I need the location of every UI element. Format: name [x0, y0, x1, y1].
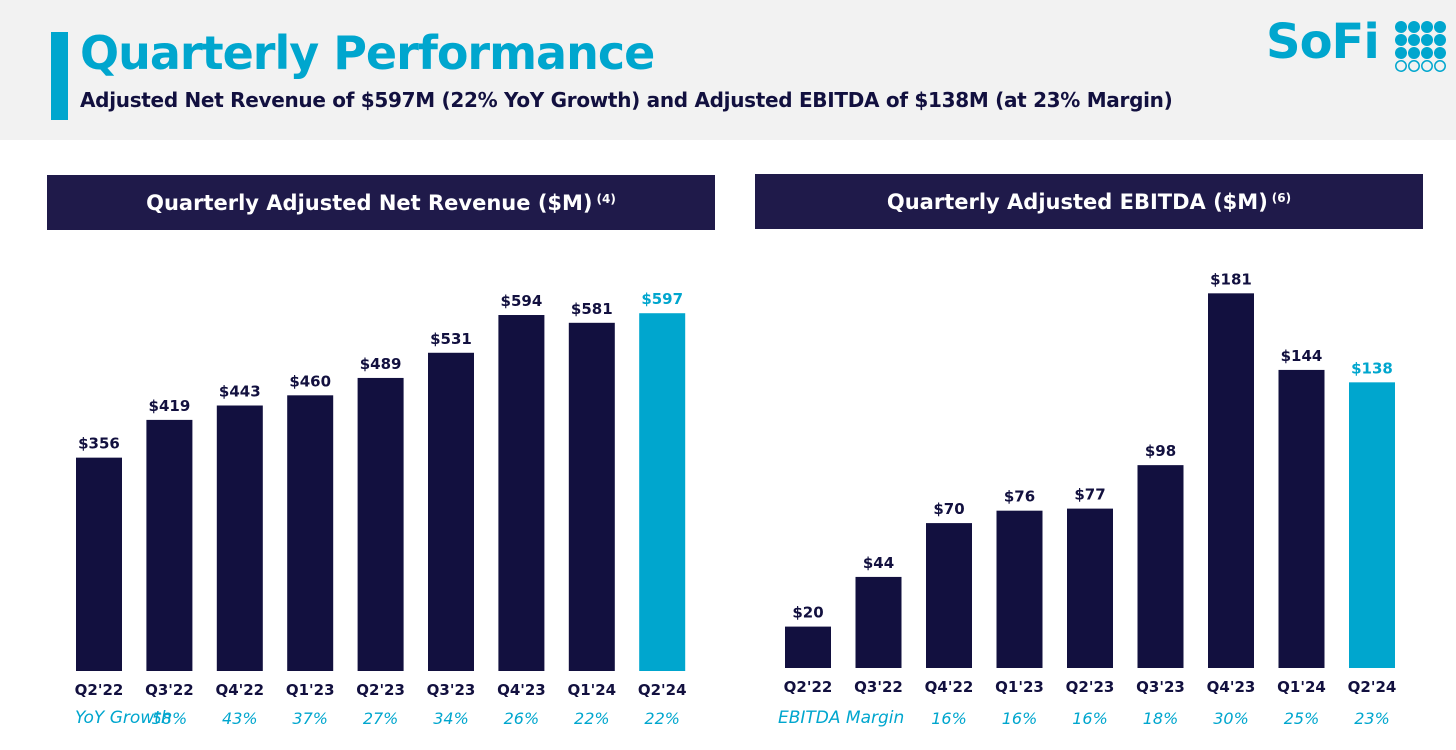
page-subtitle: Adjusted Net Revenue of $597M (22% YoY G…: [80, 88, 1173, 112]
revenue-metric-value: 26%: [504, 709, 540, 728]
revenue-metric-value: 58%: [152, 709, 188, 728]
revenue-bar: [357, 377, 404, 671]
revenue-category-label: Q3'23: [427, 681, 476, 699]
revenue-bar: [498, 315, 545, 671]
ebitda-bar: [996, 510, 1043, 668]
revenue-value-label: $419: [149, 397, 191, 415]
revenue-metric-value: 43%: [222, 709, 258, 728]
ebitda-chart-footnote: (6): [1271, 190, 1292, 205]
ebitda-metric-value: 18%: [1143, 709, 1179, 728]
yoy-growth-label: YoY Growth: [75, 708, 172, 728]
revenue-category-label: Q4'22: [215, 681, 264, 699]
revenue-category-label: Q4'23: [497, 681, 546, 699]
ebitda-bar: [1349, 382, 1395, 668]
ebitda-category-label: Q1'24: [1277, 678, 1326, 696]
revenue-bar: [76, 457, 122, 671]
ebitda-value-label: $70: [933, 500, 964, 518]
ebitda-metric-value: 16%: [1072, 709, 1108, 728]
ebitda-category-label: Q3'23: [1136, 678, 1185, 696]
ebitda-category-label: Q2'23: [1066, 678, 1115, 696]
revenue-category-label: Q3'22: [145, 681, 194, 699]
ebitda-metric-value: 16%: [1002, 709, 1038, 728]
revenue-category-label: Q1'23: [286, 681, 335, 699]
title-accent-bar: [51, 32, 68, 120]
revenue-category-label: Q2'23: [356, 681, 405, 699]
revenue-value-label: $443: [219, 383, 261, 401]
ebitda-value-label: $98: [1145, 442, 1176, 460]
ebitda-metric-value: 23%: [1354, 709, 1390, 728]
revenue-category-label: Q2'22: [75, 681, 124, 699]
ebitda-value-label: $181: [1210, 270, 1252, 288]
revenue-value-label: $597: [641, 290, 683, 308]
ebitda-category-label: Q2'24: [1348, 678, 1397, 696]
revenue-value-label: $460: [289, 372, 331, 390]
revenue-value-label: $356: [78, 435, 120, 453]
ebitda-bar: [1278, 369, 1325, 668]
ebitda-margin-label: EBITDA Margin: [778, 708, 905, 728]
revenue-category-label: Q2'24: [638, 681, 687, 699]
ebitda-bar: [1137, 465, 1184, 668]
revenue-chart-title: Quarterly Adjusted Net Revenue ($M): [146, 190, 593, 215]
ebitda-chart-title: Quarterly Adjusted EBITDA ($M): [886, 189, 1268, 214]
ebitda-bar: [785, 626, 831, 668]
revenue-chart-footnote: (4): [596, 191, 616, 206]
revenue-bar: [287, 395, 334, 671]
revenue-metric-value: 22%: [574, 709, 610, 728]
revenue-metric-value: 37%: [292, 709, 328, 728]
ebitda-value-label: $138: [1351, 359, 1393, 377]
revenue-metric-value: 22%: [644, 709, 680, 728]
revenue-category-label: Q1'24: [567, 681, 616, 699]
sofi-logo: SoFi: [1266, 14, 1446, 74]
ebitda-metric-value: 16%: [931, 709, 967, 728]
revenue-bar: [568, 322, 615, 671]
ebitda-category-label: Q4'22: [925, 678, 974, 696]
ebitda-bar: [1208, 293, 1254, 668]
ebitda-category-label: Q3'22: [854, 678, 903, 696]
logo-wordmark: SoFi: [1266, 14, 1380, 70]
revenue-value-label: $489: [360, 355, 402, 373]
ebitda-value-label: $77: [1074, 486, 1105, 504]
ebitda-metric-value: 25%: [1284, 709, 1320, 728]
ebitda-value-label: $76: [1004, 488, 1035, 506]
ebitda-category-label: Q4'23: [1207, 678, 1256, 696]
page-title: Quarterly Performance: [80, 26, 655, 80]
ebitda-category-label: Q2'22: [784, 678, 833, 696]
revenue-bar: [146, 419, 193, 671]
ebitda-value-label: $44: [863, 554, 894, 572]
revenue-metric-value: 34%: [433, 709, 469, 728]
ebitda-chart-header: Quarterly Adjusted EBITDA ($M) (6): [755, 174, 1423, 229]
revenue-chart-header: Quarterly Adjusted Net Revenue ($M) (4): [47, 175, 715, 230]
ebitda-value-label: $20: [792, 604, 823, 622]
revenue-metric-value: 27%: [363, 709, 399, 728]
ebitda-bar: [855, 576, 902, 668]
ebitda-bar: [1067, 508, 1113, 668]
revenue-bar: [428, 352, 474, 671]
revenue-value-label: $581: [571, 300, 613, 318]
revenue-bar: [216, 405, 263, 671]
ebitda-value-label: $144: [1281, 347, 1323, 365]
ebitda-metric-value: 30%: [1213, 709, 1249, 728]
ebitda-category-label: Q1'23: [995, 678, 1044, 696]
revenue-value-label: $531: [430, 330, 472, 348]
revenue-value-label: $594: [501, 292, 543, 310]
ebitda-bar: [926, 523, 972, 668]
revenue-bar: [639, 313, 686, 671]
logo-dots-icon: [1395, 21, 1446, 72]
header-band: Quarterly Performance Adjusted Net Reven…: [0, 0, 1456, 140]
